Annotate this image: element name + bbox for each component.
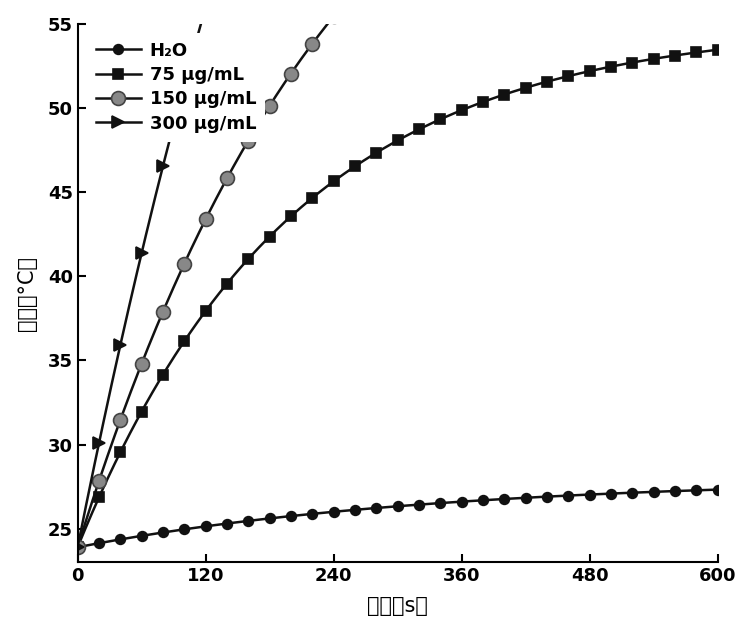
H₂O <box>285 513 294 520</box>
Legend: H₂O, 75 μg/mL, 150 μg/mL, 300 μg/mL: H₂O, 75 μg/mL, 150 μg/mL, 300 μg/mL <box>87 33 265 142</box>
150 μg/mL <box>73 543 82 551</box>
H₂O <box>193 523 202 531</box>
75 μg/mL <box>713 46 722 54</box>
300 μg/mL <box>73 543 82 551</box>
H₂O <box>583 491 592 498</box>
Y-axis label: 温度（°C）: 温度（°C） <box>17 256 37 330</box>
H₂O <box>670 487 679 495</box>
75 μg/mL <box>670 52 679 60</box>
150 μg/mL <box>285 73 294 80</box>
H₂O <box>693 487 702 494</box>
Line: 300 μg/mL: 300 μg/mL <box>72 0 724 553</box>
Line: H₂O: H₂O <box>73 485 722 552</box>
H₂O <box>713 486 722 493</box>
H₂O <box>114 536 123 544</box>
300 μg/mL <box>114 351 123 358</box>
75 μg/mL <box>693 49 702 56</box>
Line: 75 μg/mL: 75 μg/mL <box>73 45 722 552</box>
75 μg/mL <box>193 319 202 327</box>
300 μg/mL <box>193 34 202 41</box>
75 μg/mL <box>114 453 123 460</box>
Line: 150 μg/mL: 150 μg/mL <box>71 0 724 554</box>
150 μg/mL <box>114 422 123 430</box>
75 μg/mL <box>285 215 294 222</box>
H₂O <box>73 543 82 551</box>
75 μg/mL <box>73 543 82 551</box>
X-axis label: 时间（s）: 时间（s） <box>367 596 428 617</box>
75 μg/mL <box>583 68 592 75</box>
150 μg/mL <box>193 233 202 241</box>
